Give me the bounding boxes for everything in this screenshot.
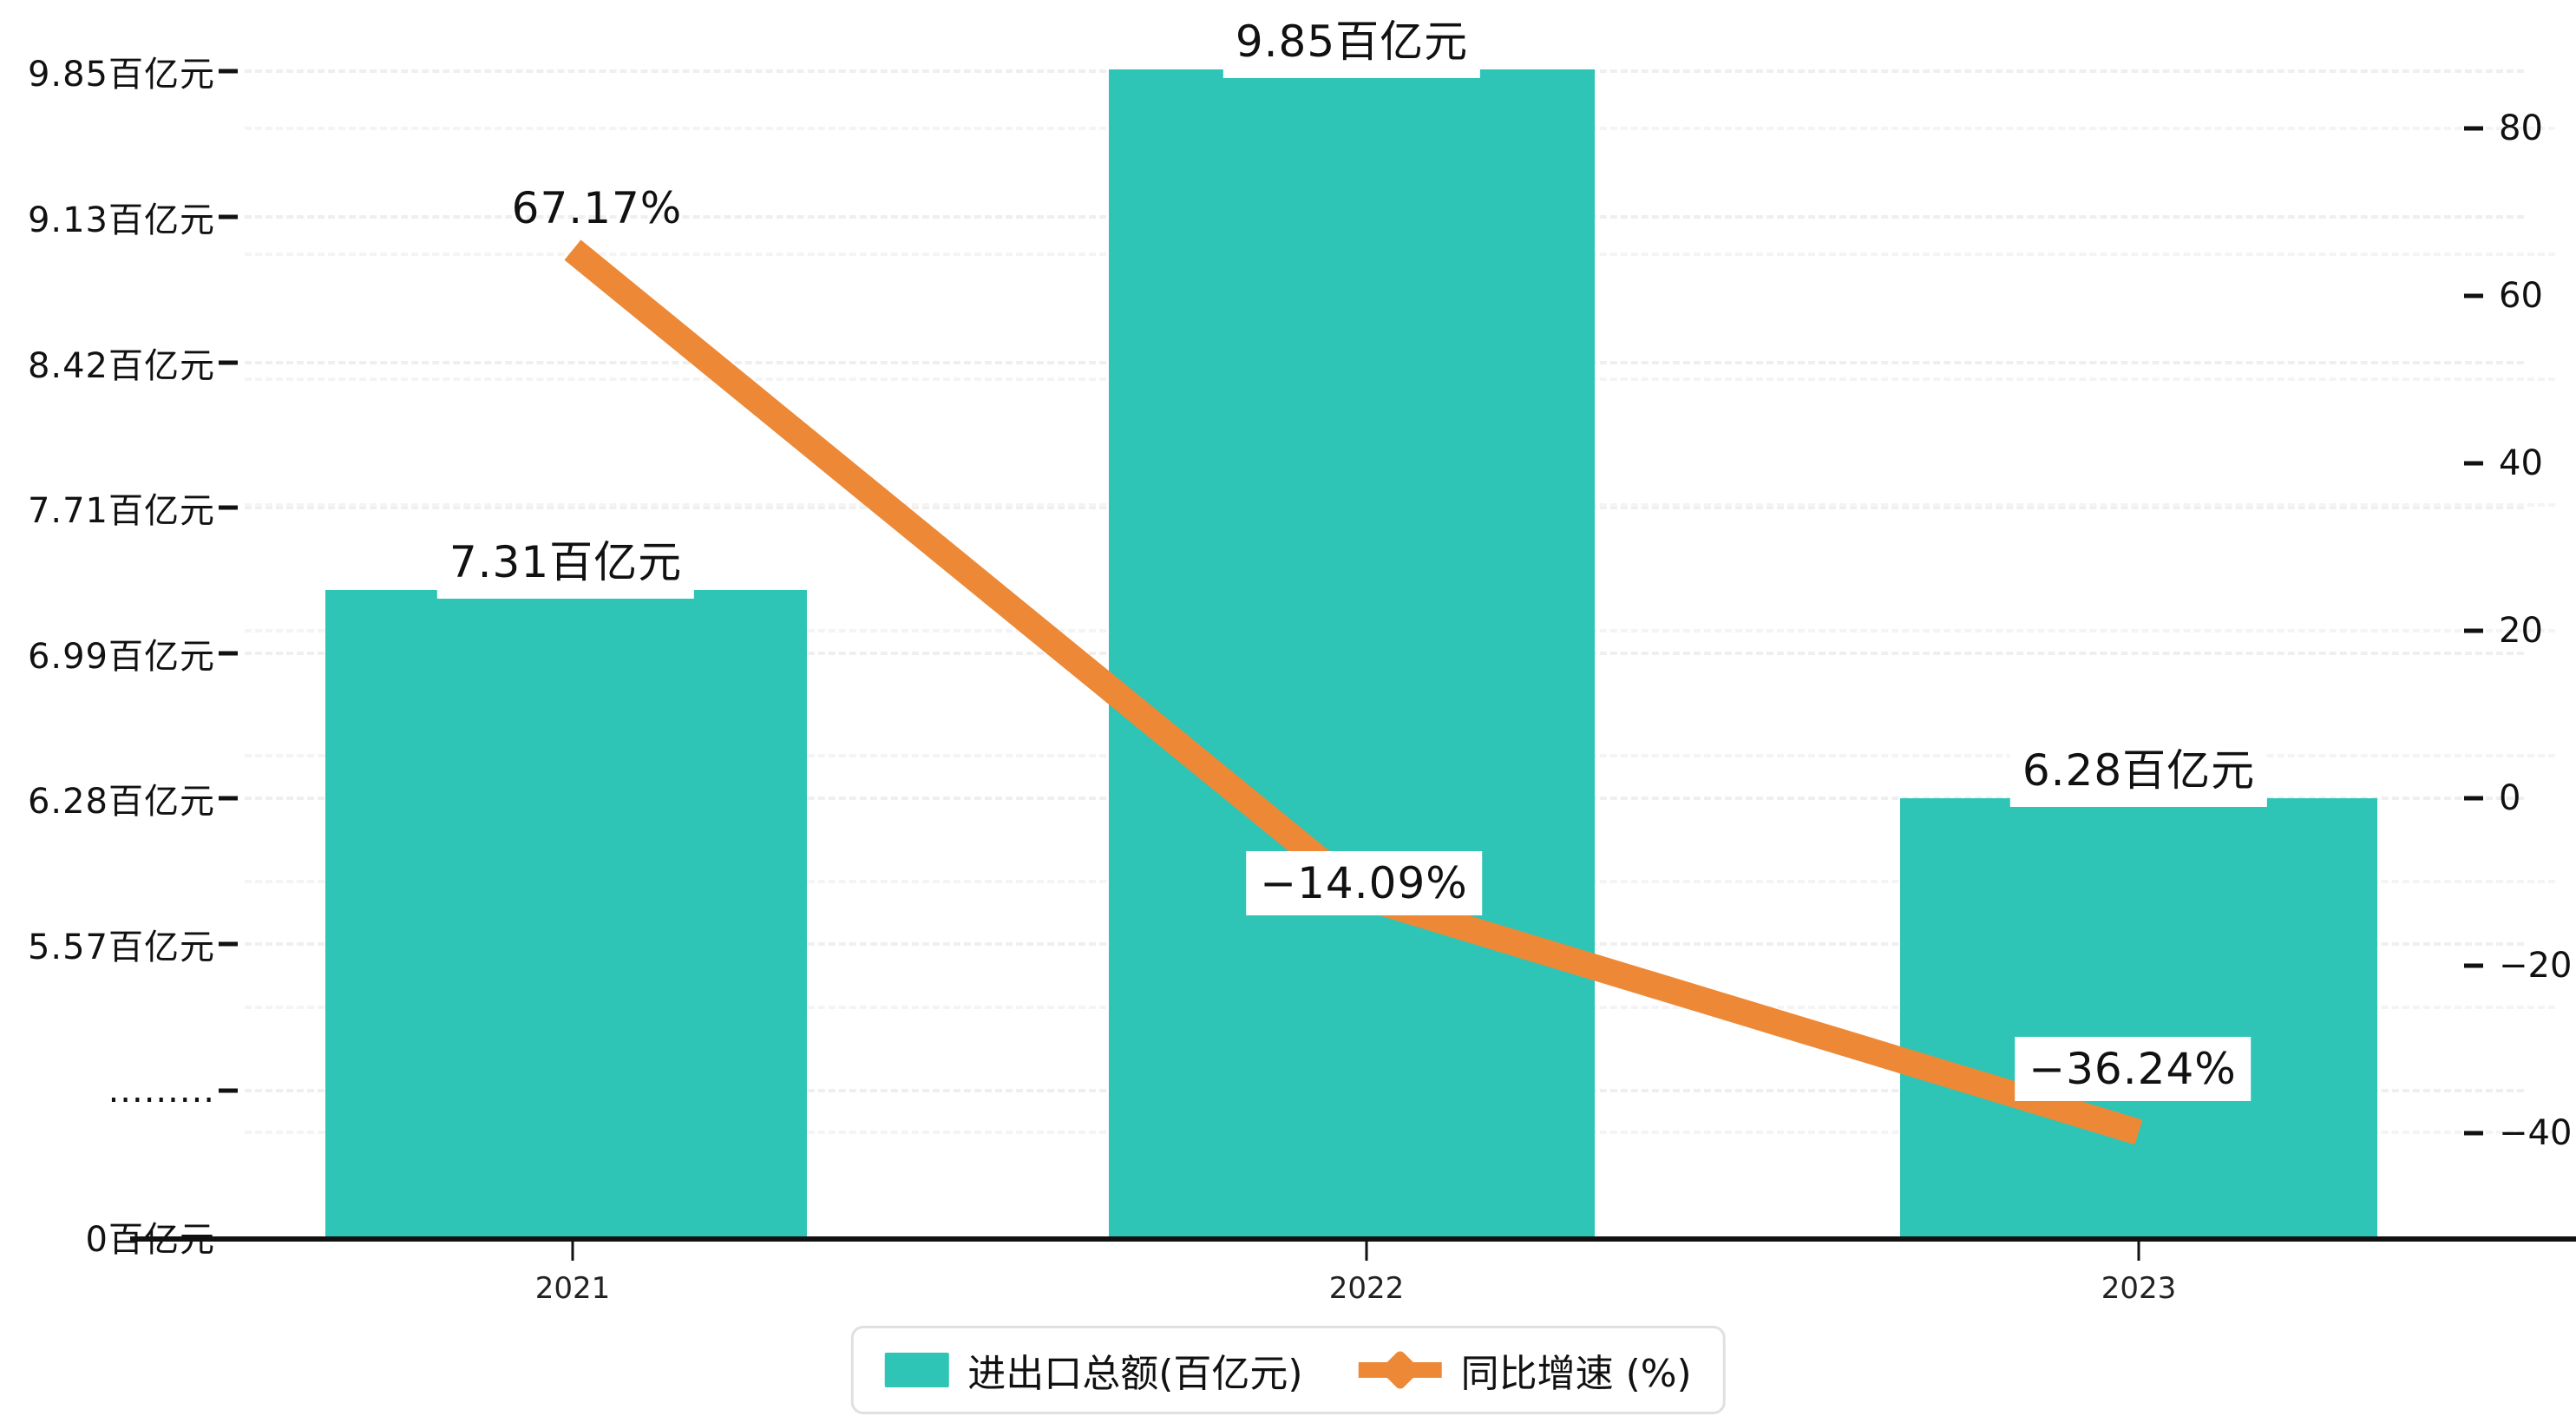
y-axis-right-tick-mark — [2464, 963, 2483, 968]
y-axis-right-tick-mark — [2464, 126, 2483, 131]
bar-2023[interactable] — [1900, 798, 2377, 1236]
y-axis-right-tick-mark — [2464, 796, 2483, 801]
y-axis-right-tick-mark — [2464, 1131, 2483, 1136]
y-axis-right-tick-label: −20 — [2499, 946, 2573, 986]
y-axis-left-tick-mark — [219, 651, 238, 656]
y-axis-left-tick-label: 6.28百亿元 — [27, 782, 215, 822]
y-axis-left-tick-label: 6.99百亿元 — [27, 637, 215, 677]
y-axis-left-tick-mark — [219, 1088, 238, 1093]
bar-value-label-2021: 7.31百亿元 — [436, 522, 695, 599]
y-axis-left-tick-mark — [219, 360, 238, 365]
y-axis-right-tick-label: −40 — [2499, 1113, 2573, 1153]
legend-item-growth-rate[interactable]: 同比增速 (%) — [1358, 1342, 1692, 1398]
y-axis-right-tick-mark — [2464, 293, 2483, 298]
legend-item-import-export-total[interactable]: 进出口总额(百亿元) — [884, 1342, 1303, 1398]
y-axis-right-tick-label: 40 — [2499, 443, 2543, 483]
y-axis-left-tick-mark — [219, 796, 238, 801]
y-axis-right-tick-label: 60 — [2499, 276, 2543, 316]
y-axis-left-tick-label-truncated: ......... — [108, 1071, 215, 1111]
bar-value-label-2023: 6.28百亿元 — [2009, 731, 2268, 807]
x-axis-tick-label-2023: 2023 — [2101, 1271, 2177, 1306]
legend-line-diamond-icon — [1358, 1348, 1442, 1392]
y-axis-left-tick-mark — [219, 505, 238, 510]
y-axis-left-tick-mark — [219, 69, 238, 74]
y-axis-left-tick-label: 8.42百亿元 — [27, 346, 215, 386]
legend-square-icon — [884, 1353, 949, 1387]
legend-label: 进出口总额(百亿元) — [967, 1352, 1303, 1396]
y-axis-right-tick-mark — [2464, 628, 2483, 633]
y-axis-right-tick-label: 20 — [2499, 611, 2543, 651]
y-axis-right-tick-label: 0 — [2499, 778, 2521, 818]
line-value-label-2022: −14.09% — [1246, 851, 1482, 915]
x-axis-tick-mark — [571, 1242, 574, 1261]
y-axis-left-tick-label: 5.57百亿元 — [27, 928, 215, 967]
y-axis-right-tick-mark — [2464, 461, 2483, 466]
y-axis-left-tick-label: 7.71百亿元 — [27, 491, 215, 531]
line-value-label-2021: 67.17% — [511, 183, 683, 233]
bar-2021[interactable] — [325, 590, 807, 1236]
x-axis-tick-mark — [2137, 1242, 2140, 1261]
x-axis-tick-label-2021: 2021 — [534, 1271, 611, 1306]
bar-value-label-2022: 9.85百亿元 — [1222, 2, 1481, 78]
x-axis-line — [130, 1236, 2576, 1242]
x-axis-tick-label-2022: 2022 — [1328, 1271, 1405, 1306]
y-axis-left-tick-label: 9.13百亿元 — [27, 200, 215, 240]
x-axis-tick-mark — [1365, 1242, 1368, 1261]
y-axis-left-tick-mark — [219, 941, 238, 947]
legend-label: 同比增速 (%) — [1460, 1352, 1692, 1396]
y-axis-right-tick-label: 80 — [2499, 108, 2543, 148]
y-axis-left-tick-label: 9.85百亿元 — [27, 55, 215, 95]
chart-legend: 进出口总额(百亿元) 同比增速 (%) — [850, 1326, 1726, 1414]
y-axis-left-tick-mark — [219, 214, 238, 220]
line-value-label-2023: −36.24% — [2015, 1037, 2251, 1101]
bar-2022[interactable] — [1109, 69, 1595, 1236]
